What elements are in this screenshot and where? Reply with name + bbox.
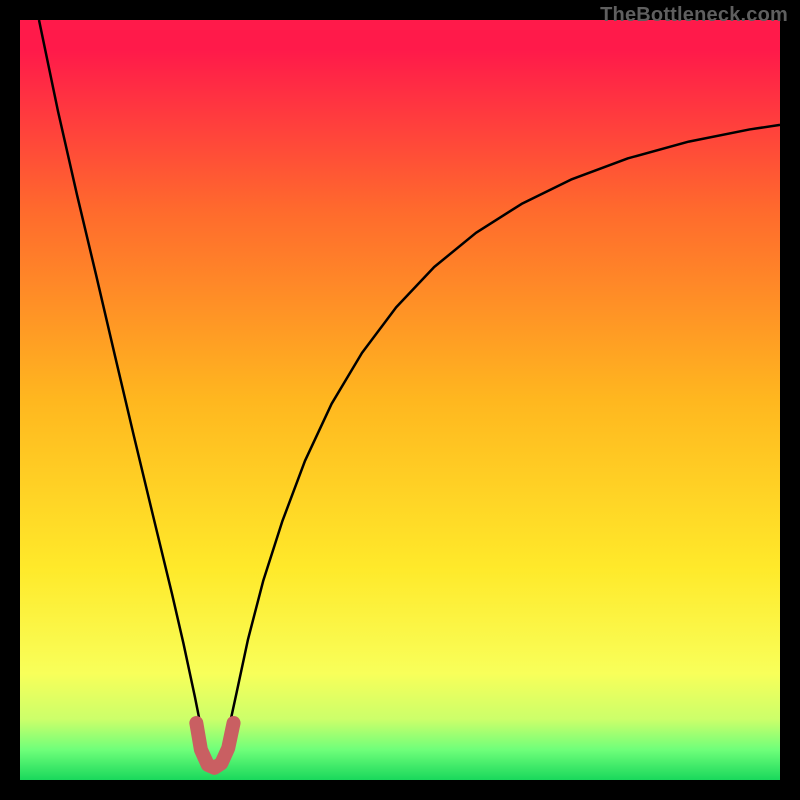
- chart-frame: TheBottleneck.com: [0, 0, 800, 800]
- bottleneck-curve-chart: [0, 0, 800, 800]
- chart-background: [20, 20, 780, 780]
- watermark-text: TheBottleneck.com: [600, 4, 788, 27]
